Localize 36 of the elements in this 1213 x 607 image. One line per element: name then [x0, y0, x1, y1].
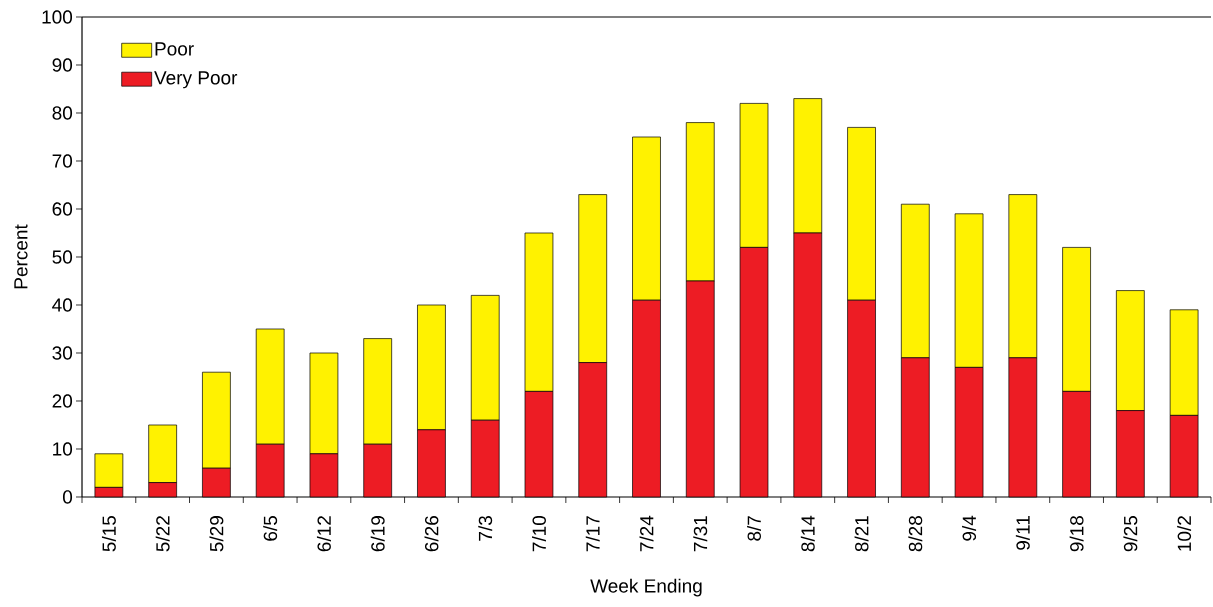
x-tick-label: 9/11 [1015, 516, 1030, 550]
x-tick-label: 7/24 [639, 515, 654, 552]
y-tick-label: 90 [52, 58, 73, 72]
x-tick-label: 8/14 [800, 515, 815, 552]
x-tick-label: 6/19 [370, 516, 385, 552]
x-tick-label: 9/4 [962, 515, 977, 541]
x-tick-label: 8/28 [908, 516, 923, 552]
x-tick-label: 5/29 [209, 516, 224, 552]
y-tick-label: 30 [52, 346, 73, 360]
x-tick-label: 5/15 [101, 515, 116, 552]
x-tick-label: 10/2 [1177, 516, 1192, 551]
x-tick-label: 6/12 [316, 516, 331, 552]
y-tick-label: 50 [52, 250, 73, 264]
x-tick-label: 7/10 [532, 515, 546, 552]
x-tick-label: 7/3 [478, 516, 493, 541]
y-tick-label: 10 [53, 442, 73, 456]
x-axis-title: Week Ending [590, 578, 702, 597]
y-tick-label: 0 [62, 490, 73, 504]
x-tick-label: 7/17 [585, 516, 600, 552]
y-tick-label: 20 [52, 394, 73, 408]
y-tick-label: 100 [42, 10, 73, 24]
x-tick-label: 6/26 [424, 516, 439, 552]
x-tick-label: 8/7 [747, 516, 761, 541]
x-tick-label: 6/5 [263, 515, 278, 541]
x-tick-label: 9/25 [1123, 515, 1138, 552]
y-tick-label: 40 [52, 298, 73, 312]
y-axis-title: Percent [14, 224, 28, 289]
y-tick-label: 70 [52, 154, 73, 168]
y-tick-label: 80 [52, 106, 73, 120]
x-tick-label: 7/31 [693, 516, 708, 552]
y-tick-label: 60 [52, 202, 73, 216]
x-tick-label: 5/22 [155, 516, 170, 552]
legend-label: Very Poor [154, 71, 238, 89]
x-tick-label: 9/18 [1069, 516, 1084, 552]
legend-label: Poor [155, 42, 194, 56]
x-tick-label: 8/21 [854, 516, 869, 552]
